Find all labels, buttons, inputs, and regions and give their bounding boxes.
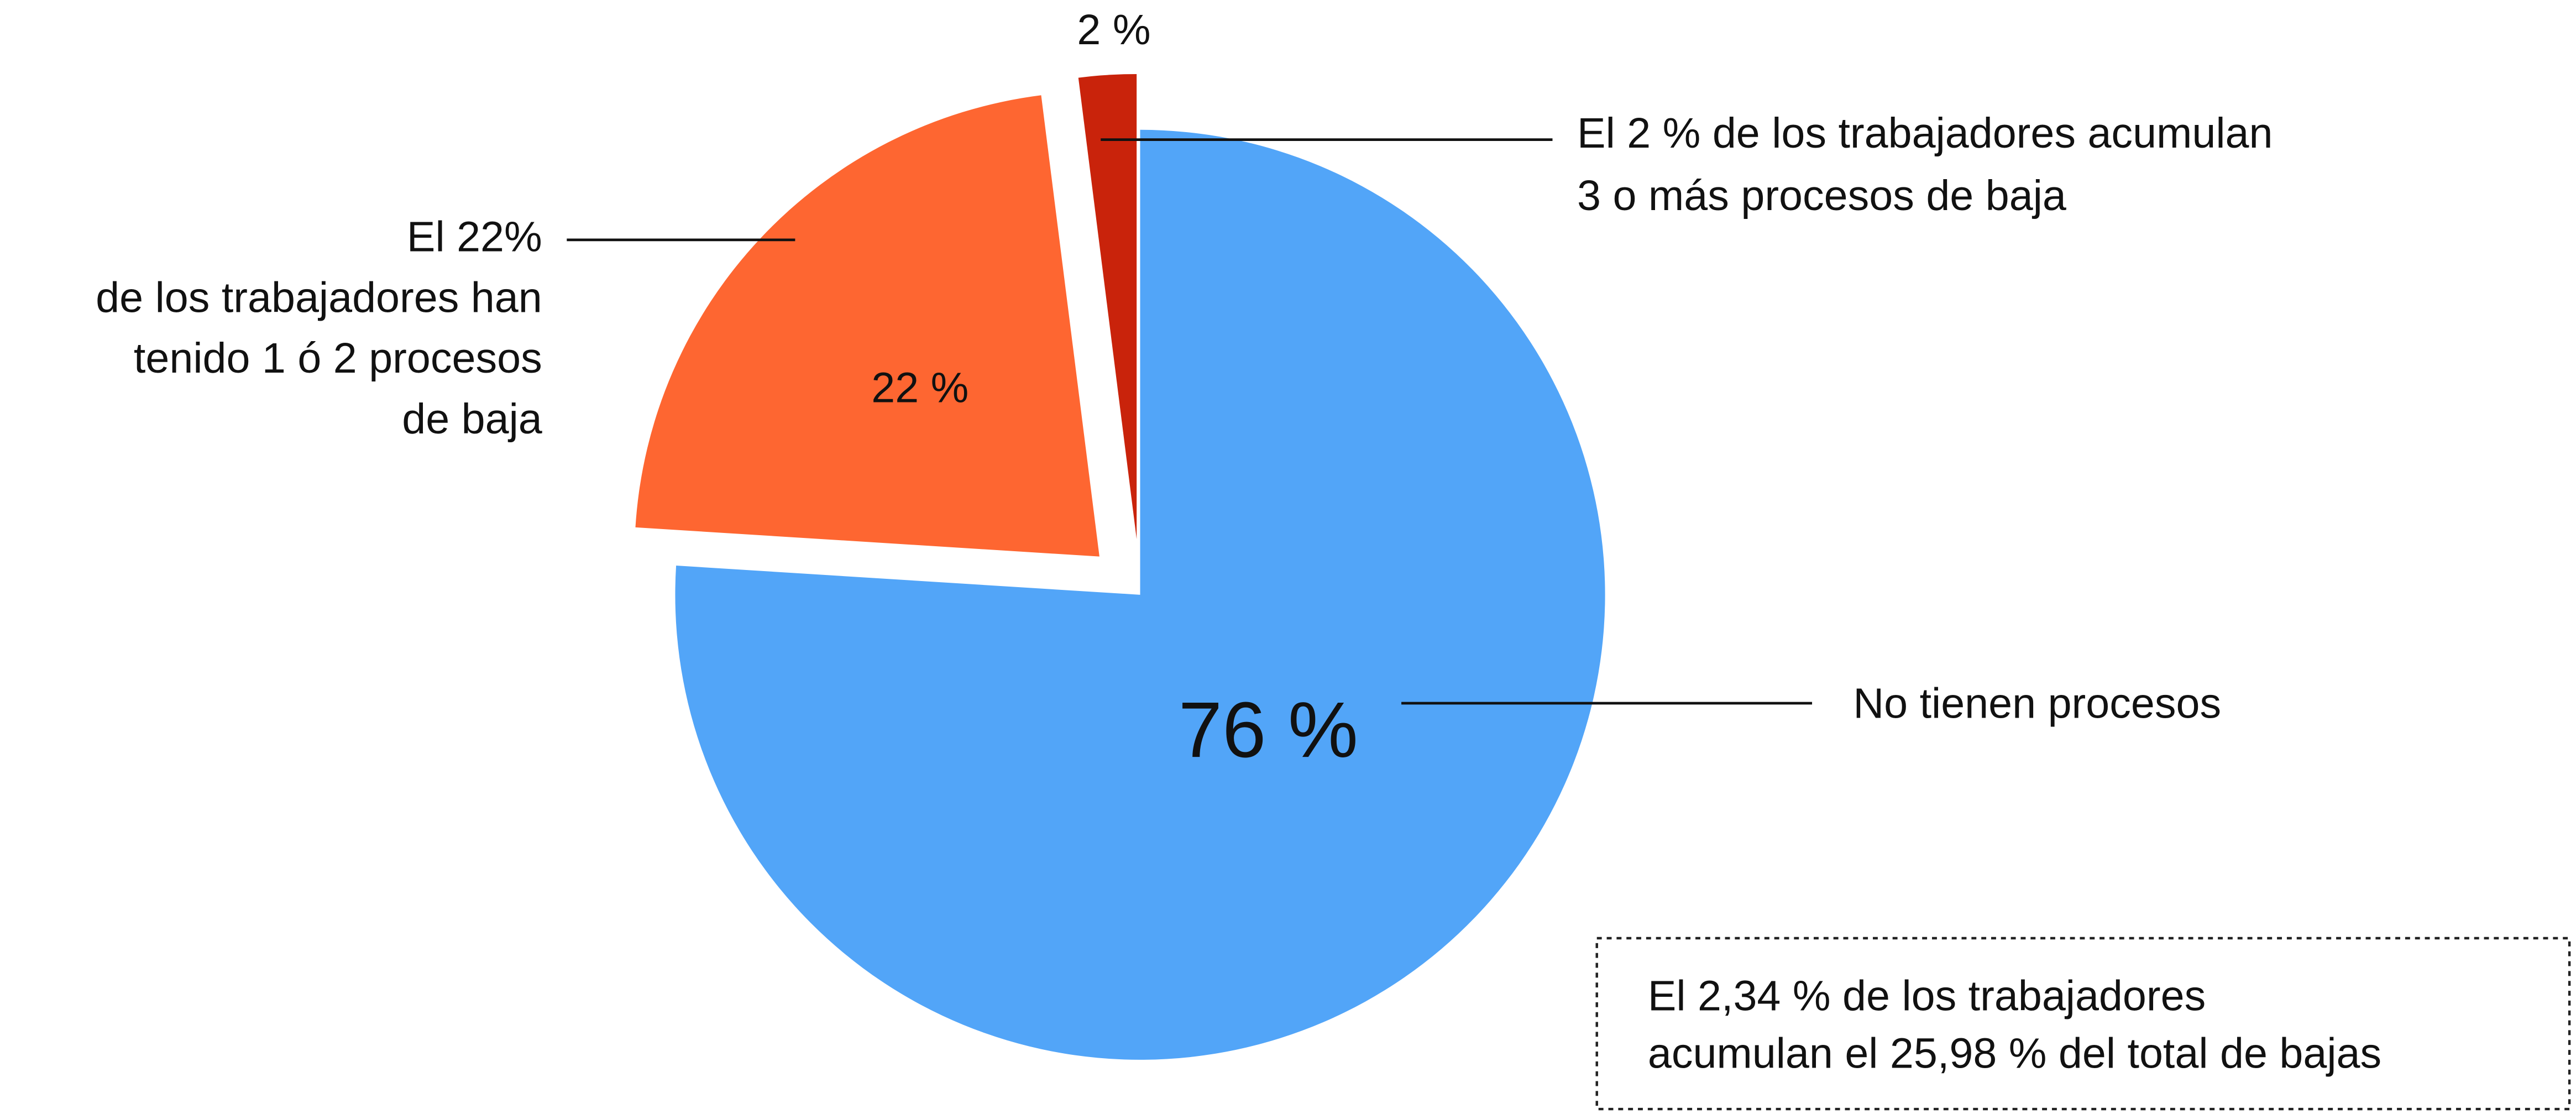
pie-slice xyxy=(675,129,1605,1060)
callout-text: El 2 % de los trabajadores acumulan xyxy=(1577,109,2273,157)
callout-text: tenido 1 ó 2 procesos xyxy=(134,334,542,382)
note-text: acumulan el 25,98 % del total de bajas xyxy=(1648,1029,2381,1077)
note-box xyxy=(1595,937,2571,1111)
pie-slice xyxy=(635,95,1099,557)
value-label: 22 % xyxy=(871,364,968,412)
callout-text: 3 o más procesos de baja xyxy=(1577,172,2066,219)
callout-text: de baja xyxy=(402,395,542,443)
value-label: 76 % xyxy=(1179,686,1358,774)
value-label: 2 % xyxy=(1077,6,1150,54)
callout-text: de los trabajadores han xyxy=(96,274,542,321)
pie-slice xyxy=(1078,74,1137,540)
callout-text: No tienen procesos xyxy=(1853,679,2221,727)
note-text: El 2,34 % de los trabajadores xyxy=(1648,972,2206,1019)
callout-text: El 22% xyxy=(407,213,542,260)
